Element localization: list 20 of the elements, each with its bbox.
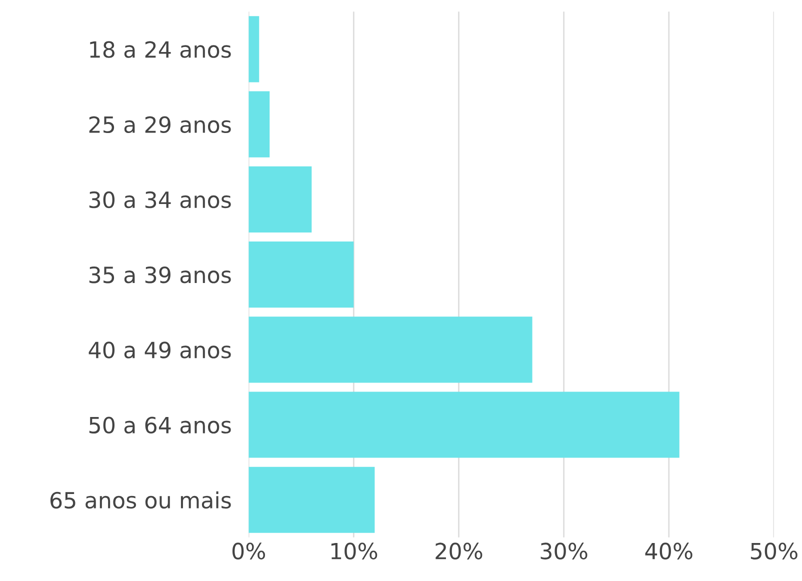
x-tick-label: 10%	[331, 542, 378, 560]
y-tick-label: 25 a 29 anos	[89, 116, 231, 134]
bar	[248, 16, 260, 82]
bar	[248, 466, 375, 533]
x-tick-label: 40%	[645, 542, 692, 560]
x-tick-label: 30%	[540, 542, 588, 560]
y-tick-label: 18 a 24 anos	[90, 41, 231, 58]
x-tick-label: 0%	[232, 542, 266, 560]
y-tick-label: 30 a 34 anos	[89, 191, 231, 208]
y-tick-label: 50 a 64 anos	[89, 416, 231, 434]
bar	[248, 316, 532, 383]
x-tick-label: 20%	[436, 542, 482, 560]
bar	[248, 166, 312, 232]
y-tick-label: 40 a 49 anos	[88, 342, 231, 358]
y-tick-label: 65 anos ou mais	[50, 491, 231, 509]
bar	[248, 91, 270, 158]
y-tick-label: 35 a 39 anos	[89, 266, 231, 284]
bar	[248, 392, 680, 458]
bar	[248, 241, 354, 308]
x-tick-label: 50%	[750, 542, 798, 560]
